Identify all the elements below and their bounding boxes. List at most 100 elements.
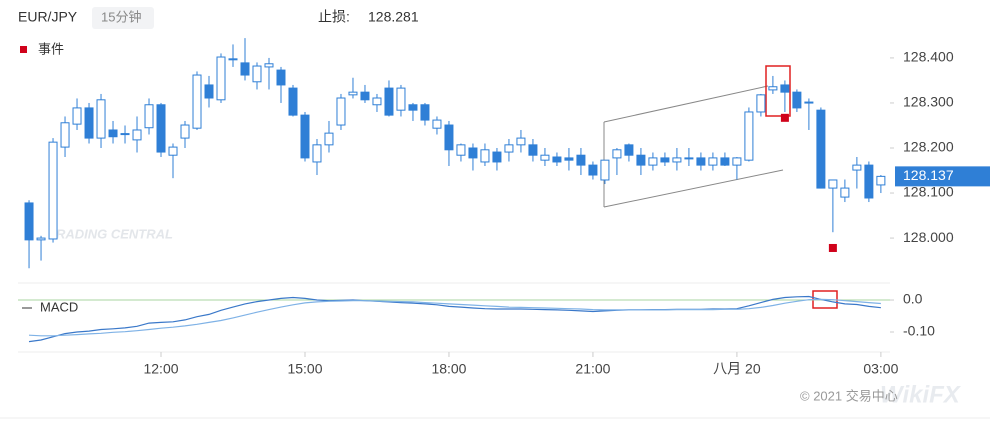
current-price-label: 128.137 <box>903 167 954 183</box>
candle-body <box>48 141 58 240</box>
candle-body <box>480 149 490 163</box>
candle-body <box>804 101 814 104</box>
stop-loss-value: 128.281 <box>368 9 419 25</box>
candle-body <box>768 86 778 91</box>
event-marker <box>828 243 837 252</box>
candle-body <box>840 187 850 198</box>
y-tick-label: 128.300 <box>903 94 954 110</box>
candle-body <box>228 58 238 61</box>
candle-body <box>60 122 70 148</box>
candle-body <box>552 156 562 163</box>
candle-body <box>204 84 214 99</box>
candle-body <box>720 157 730 166</box>
interval-button[interactable] <box>92 7 154 29</box>
candle-body <box>636 154 646 166</box>
candle-body <box>24 202 34 241</box>
candle-body <box>648 157 658 166</box>
candle-body <box>96 99 106 139</box>
candle-body <box>684 157 694 160</box>
candle-body <box>276 69 286 86</box>
macd-line <box>28 298 881 337</box>
candle-body <box>180 124 190 139</box>
candle-body <box>744 111 754 161</box>
candle-body <box>456 144 466 156</box>
candle-body <box>108 129 118 138</box>
candle-body <box>816 109 826 189</box>
candle-body <box>396 87 406 111</box>
symbol[interactable]: EUR/JPY <box>18 9 78 25</box>
candle-body <box>432 119 442 129</box>
candle-body <box>624 144 634 156</box>
candle-body <box>864 164 874 199</box>
candle-body <box>756 94 766 113</box>
candle-body <box>252 65 262 83</box>
candle-body <box>372 97 382 106</box>
candle-body <box>528 144 538 156</box>
candle-body <box>672 157 682 163</box>
candle-body <box>588 164 598 176</box>
y-tick-label: 128.200 <box>903 139 954 155</box>
candle-body <box>324 132 334 146</box>
candle-body <box>300 114 310 159</box>
highlight-box <box>765 65 791 117</box>
candle-body <box>348 91 358 96</box>
candle-body <box>504 144 514 153</box>
candle-body <box>408 104 418 111</box>
candle-body <box>36 237 46 241</box>
legend-label: 事件 <box>38 41 64 56</box>
candle-body <box>612 149 622 159</box>
legend-swatch <box>20 46 27 53</box>
watermark: TRADING CENTRAL <box>48 226 173 241</box>
y-tick-label: 128.000 <box>903 229 954 245</box>
stop-loss-label: 止损: <box>318 9 350 25</box>
candle-body <box>132 129 142 141</box>
candle-body <box>516 137 526 146</box>
candle-body <box>420 104 430 121</box>
candle-body <box>384 87 394 116</box>
candle-body <box>792 91 802 109</box>
x-tick-label: 12:00 <box>143 361 178 377</box>
candle-body <box>444 124 454 151</box>
candle-body <box>360 91 370 101</box>
candle-body <box>84 107 94 139</box>
x-tick-label: 21:00 <box>575 361 610 377</box>
y-tick-label: 128.100 <box>903 184 954 200</box>
candle-body <box>540 154 550 161</box>
candle-body <box>288 87 298 116</box>
footer: © 2021 交易中心 <box>800 388 898 403</box>
candle-body <box>156 104 166 153</box>
candle-body <box>732 157 742 166</box>
current-price-tag <box>895 166 990 187</box>
watermark: WikiFX <box>880 381 962 408</box>
x-tick-label: 15:00 <box>287 361 322 377</box>
candle-body <box>468 147 478 159</box>
candle-body <box>600 159 610 181</box>
candle-body <box>168 146 178 156</box>
channel-line <box>603 85 769 123</box>
candle-body <box>336 97 346 126</box>
candle-body <box>708 157 718 166</box>
candle-body <box>312 144 322 163</box>
y-tick-label: 0.0 <box>903 291 923 307</box>
event-marker <box>780 113 789 122</box>
candle-body <box>192 74 202 129</box>
legend-label: MACD <box>40 299 78 314</box>
y-tick-label: -0.10 <box>903 323 935 339</box>
candle-body <box>780 84 790 93</box>
interval[interactable]: 15分钟 <box>101 9 141 24</box>
candle-body <box>240 62 250 76</box>
candle-body <box>696 157 706 166</box>
candle-body <box>852 164 862 171</box>
candle-body <box>120 133 130 136</box>
candle-body <box>660 157 670 163</box>
candle-body <box>828 179 838 189</box>
macd-line <box>28 295 881 343</box>
candle-body <box>564 157 574 161</box>
candle-body <box>144 104 154 129</box>
x-tick-label: 18:00 <box>431 361 466 377</box>
candle-body <box>72 107 82 125</box>
candle-body <box>576 154 586 166</box>
candle-body <box>216 56 226 101</box>
